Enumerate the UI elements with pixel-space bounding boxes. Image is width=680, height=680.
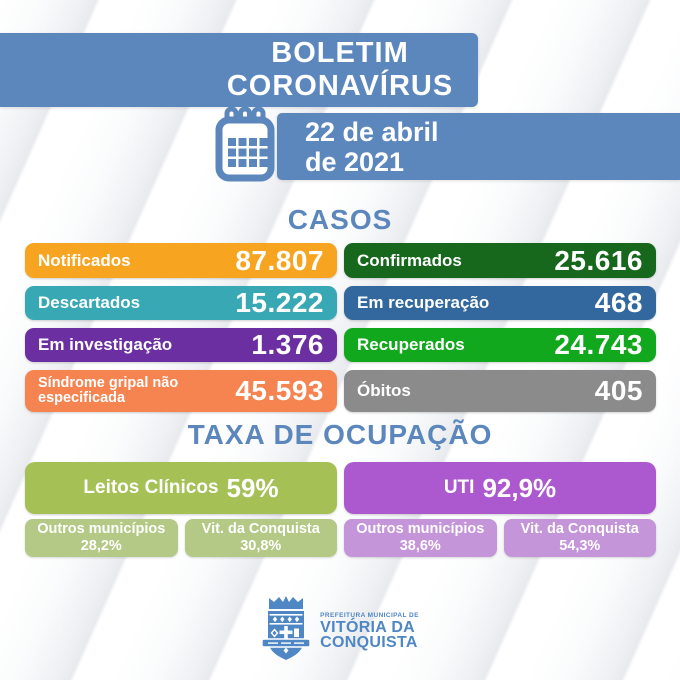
occupancy-section-title: TAXA DE OCUPAÇÃO: [187, 419, 493, 450]
sub-stat-label: Vit. da Conquista: [520, 521, 639, 537]
sub-stat-vitoria-da-conquista: Vit. da Conquista 54,3%: [503, 519, 656, 557]
stat-label: Descartados: [38, 293, 141, 313]
occupancy-label: UTI: [443, 477, 475, 498]
sub-stat-value: 28,2%: [80, 538, 122, 554]
page-title-line1: BOLETIM: [271, 37, 409, 69]
stat-label: Recuperados: [357, 335, 465, 355]
footer: PREFEITURA MUNICIPAL DE VITÓRIA DA CONQU…: [0, 594, 680, 667]
calendar-icon: [215, 106, 275, 188]
stat-label: Confirmados: [357, 250, 462, 270]
stat-value: 87.807: [235, 244, 324, 276]
stat-label: Em investigação: [38, 335, 173, 355]
stat-row-recuperados: Recuperados 24.743: [344, 328, 656, 362]
sub-stat-label: Outros municípios: [37, 521, 166, 537]
sub-stat-label: Outros municípios: [356, 521, 485, 537]
page-title: BOLETIM CORONAVÍRUS: [0, 37, 680, 103]
sub-stat-other-municipalities: Outros municípios 38,6%: [344, 519, 497, 557]
header-banner: [0, 33, 478, 107]
stat-value: 15.222: [235, 287, 324, 318]
page-title-line2: CORONAVÍRUS: [226, 70, 454, 102]
stat-row-sindrome-gripal: Síndrome gripal não especificada 45.593: [25, 370, 337, 412]
stat-value: 1.376: [251, 329, 324, 360]
stat-row-em-recuperacao: Em recuperação 468: [344, 286, 656, 320]
date-badge: 22 de abril de 2021: [277, 113, 680, 180]
stat-label: Em recuperação: [357, 293, 490, 313]
stat-value: 45.593: [235, 375, 324, 406]
stat-row-confirmados: Confirmados 25.616: [344, 243, 656, 278]
occupancy-label: Leitos Clínicos: [83, 477, 219, 498]
occupancy-sub-row: Outros municípios 28,2% Vit. da Conquist…: [25, 519, 656, 557]
sub-stat-value: 30,8%: [240, 538, 282, 554]
city-coat-of-arms-icon: [261, 594, 311, 667]
stat-label: Notificados: [38, 250, 131, 270]
cases-section-title: CASOS: [287, 204, 393, 235]
occupancy-main-row: Leitos Clínicos 59% UTI 92,9%: [25, 462, 656, 514]
sub-stat-vitoria-da-conquista: Vit. da Conquista 30,8%: [184, 519, 337, 557]
stat-value: 405: [594, 375, 643, 406]
sub-stat-label: Vit. da Conquista: [201, 521, 320, 537]
occupancy-value: 92,9%: [482, 472, 557, 503]
clinical-beds-breakdown: Outros municípios 28,2% Vit. da Conquist…: [25, 519, 337, 557]
stat-row-notificados: Notificados 87.807: [25, 243, 337, 278]
stat-row-descartados: Descartados 15.222: [25, 286, 337, 320]
footer-org-name: PREFEITURA MUNICIPAL DE VITÓRIA DA CONQU…: [320, 611, 419, 651]
sub-stat-value: 54,3%: [559, 538, 601, 554]
stat-value: 25.616: [554, 244, 643, 276]
footer-org-line1: VITÓRIA DA: [320, 618, 416, 636]
date-line1: 22 de abril: [305, 116, 439, 147]
footer-org-line2: CONQUISTA: [320, 634, 418, 651]
stat-row-em-investigacao: Em investigação 1.376: [25, 328, 337, 362]
sub-stat-value: 38,6%: [399, 538, 441, 554]
sub-stat-other-municipalities: Outros municípios 28,2%: [25, 519, 178, 557]
stat-value: 468: [594, 287, 643, 318]
occupancy-icu: UTI 92,9%: [344, 462, 656, 514]
stat-label: Óbitos: [357, 381, 411, 401]
stat-label: Síndrome gripal não especificada: [38, 374, 179, 406]
date-line2: de 2021: [305, 146, 405, 177]
cases-stat-grid: Notificados 87.807 Descartados 15.222 Em…: [25, 243, 656, 412]
stat-row-obitos: Óbitos 405: [344, 370, 656, 412]
occupancy-clinical-beds: Leitos Clínicos 59%: [25, 462, 337, 514]
icu-breakdown: Outros municípios 38,6% Vit. da Conquist…: [344, 519, 656, 557]
occupancy-value: 59%: [226, 472, 279, 503]
stat-value: 24.743: [554, 329, 643, 360]
footer-org-small: PREFEITURA MUNICIPAL DE: [320, 611, 419, 619]
